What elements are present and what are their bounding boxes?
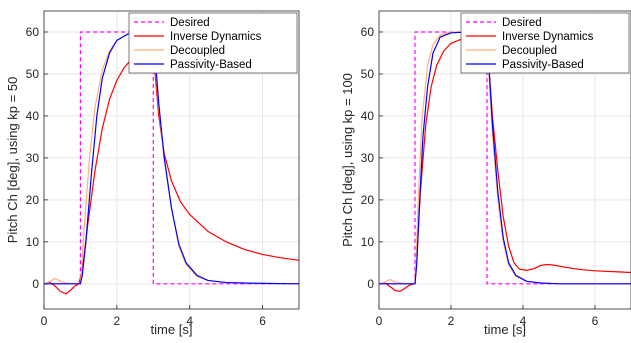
x-tick-label: 4 [186,314,193,328]
y-tick-label: 10 [26,235,40,249]
y-tick-label: 20 [361,193,375,207]
plot-frame [378,10,631,310]
y-tick-label: 30 [361,151,375,165]
legend-label: Decoupled [502,45,557,57]
legend-label: Inverse Dynamics [502,31,594,43]
legend-label: Inverse Dynamics [170,31,262,43]
legend-label: Passivity-Based [170,59,252,71]
x-axis-label: time [s] [484,322,526,337]
y-tick-label: 0 [32,277,39,291]
x-tick-label: 6 [259,314,266,328]
y-axis-label: Pitch Ch [deg], using kp = 100 [340,73,355,247]
legend-label: Desired [170,17,210,29]
y-tick-label: 60 [26,25,40,39]
x-axis-label: time [s] [151,322,193,337]
x-tick-label: 2 [114,314,121,328]
y-tick-label: 60 [361,25,375,39]
y-tick-label: 40 [26,109,40,123]
y-tick-label: 0 [367,277,374,291]
legend-label: Desired [502,17,542,29]
y-tick-label: 40 [361,109,375,123]
legend-box [128,12,298,74]
y-tick-label: 10 [361,235,375,249]
x-tick-label: 4 [520,314,527,328]
x-tick-label: 0 [41,314,48,328]
plot-frame [43,10,300,310]
y-tick-label: 30 [26,151,40,165]
legend-box [460,12,630,74]
plot-area [44,31,299,295]
x-tick-label: 6 [592,314,599,328]
legend: Desired Inverse Dynamics Decoupled Passivit… [128,12,298,74]
legend: Desired Inverse Dynamics Decoupled Passivit… [460,12,630,74]
y-tick-label: 20 [26,193,40,207]
x-tick-label: 0 [376,314,383,328]
y-tick-label: 50 [26,67,40,81]
x-tick-label: 2 [448,314,455,328]
y-axis-label: Pitch Ch [deg], using kp = 50 [5,77,20,244]
series-line-decoupled [379,31,631,285]
y-tick-label: 50 [361,67,375,81]
legend-label: Decoupled [170,45,225,57]
legend-label: Passivity-Based [502,59,584,71]
